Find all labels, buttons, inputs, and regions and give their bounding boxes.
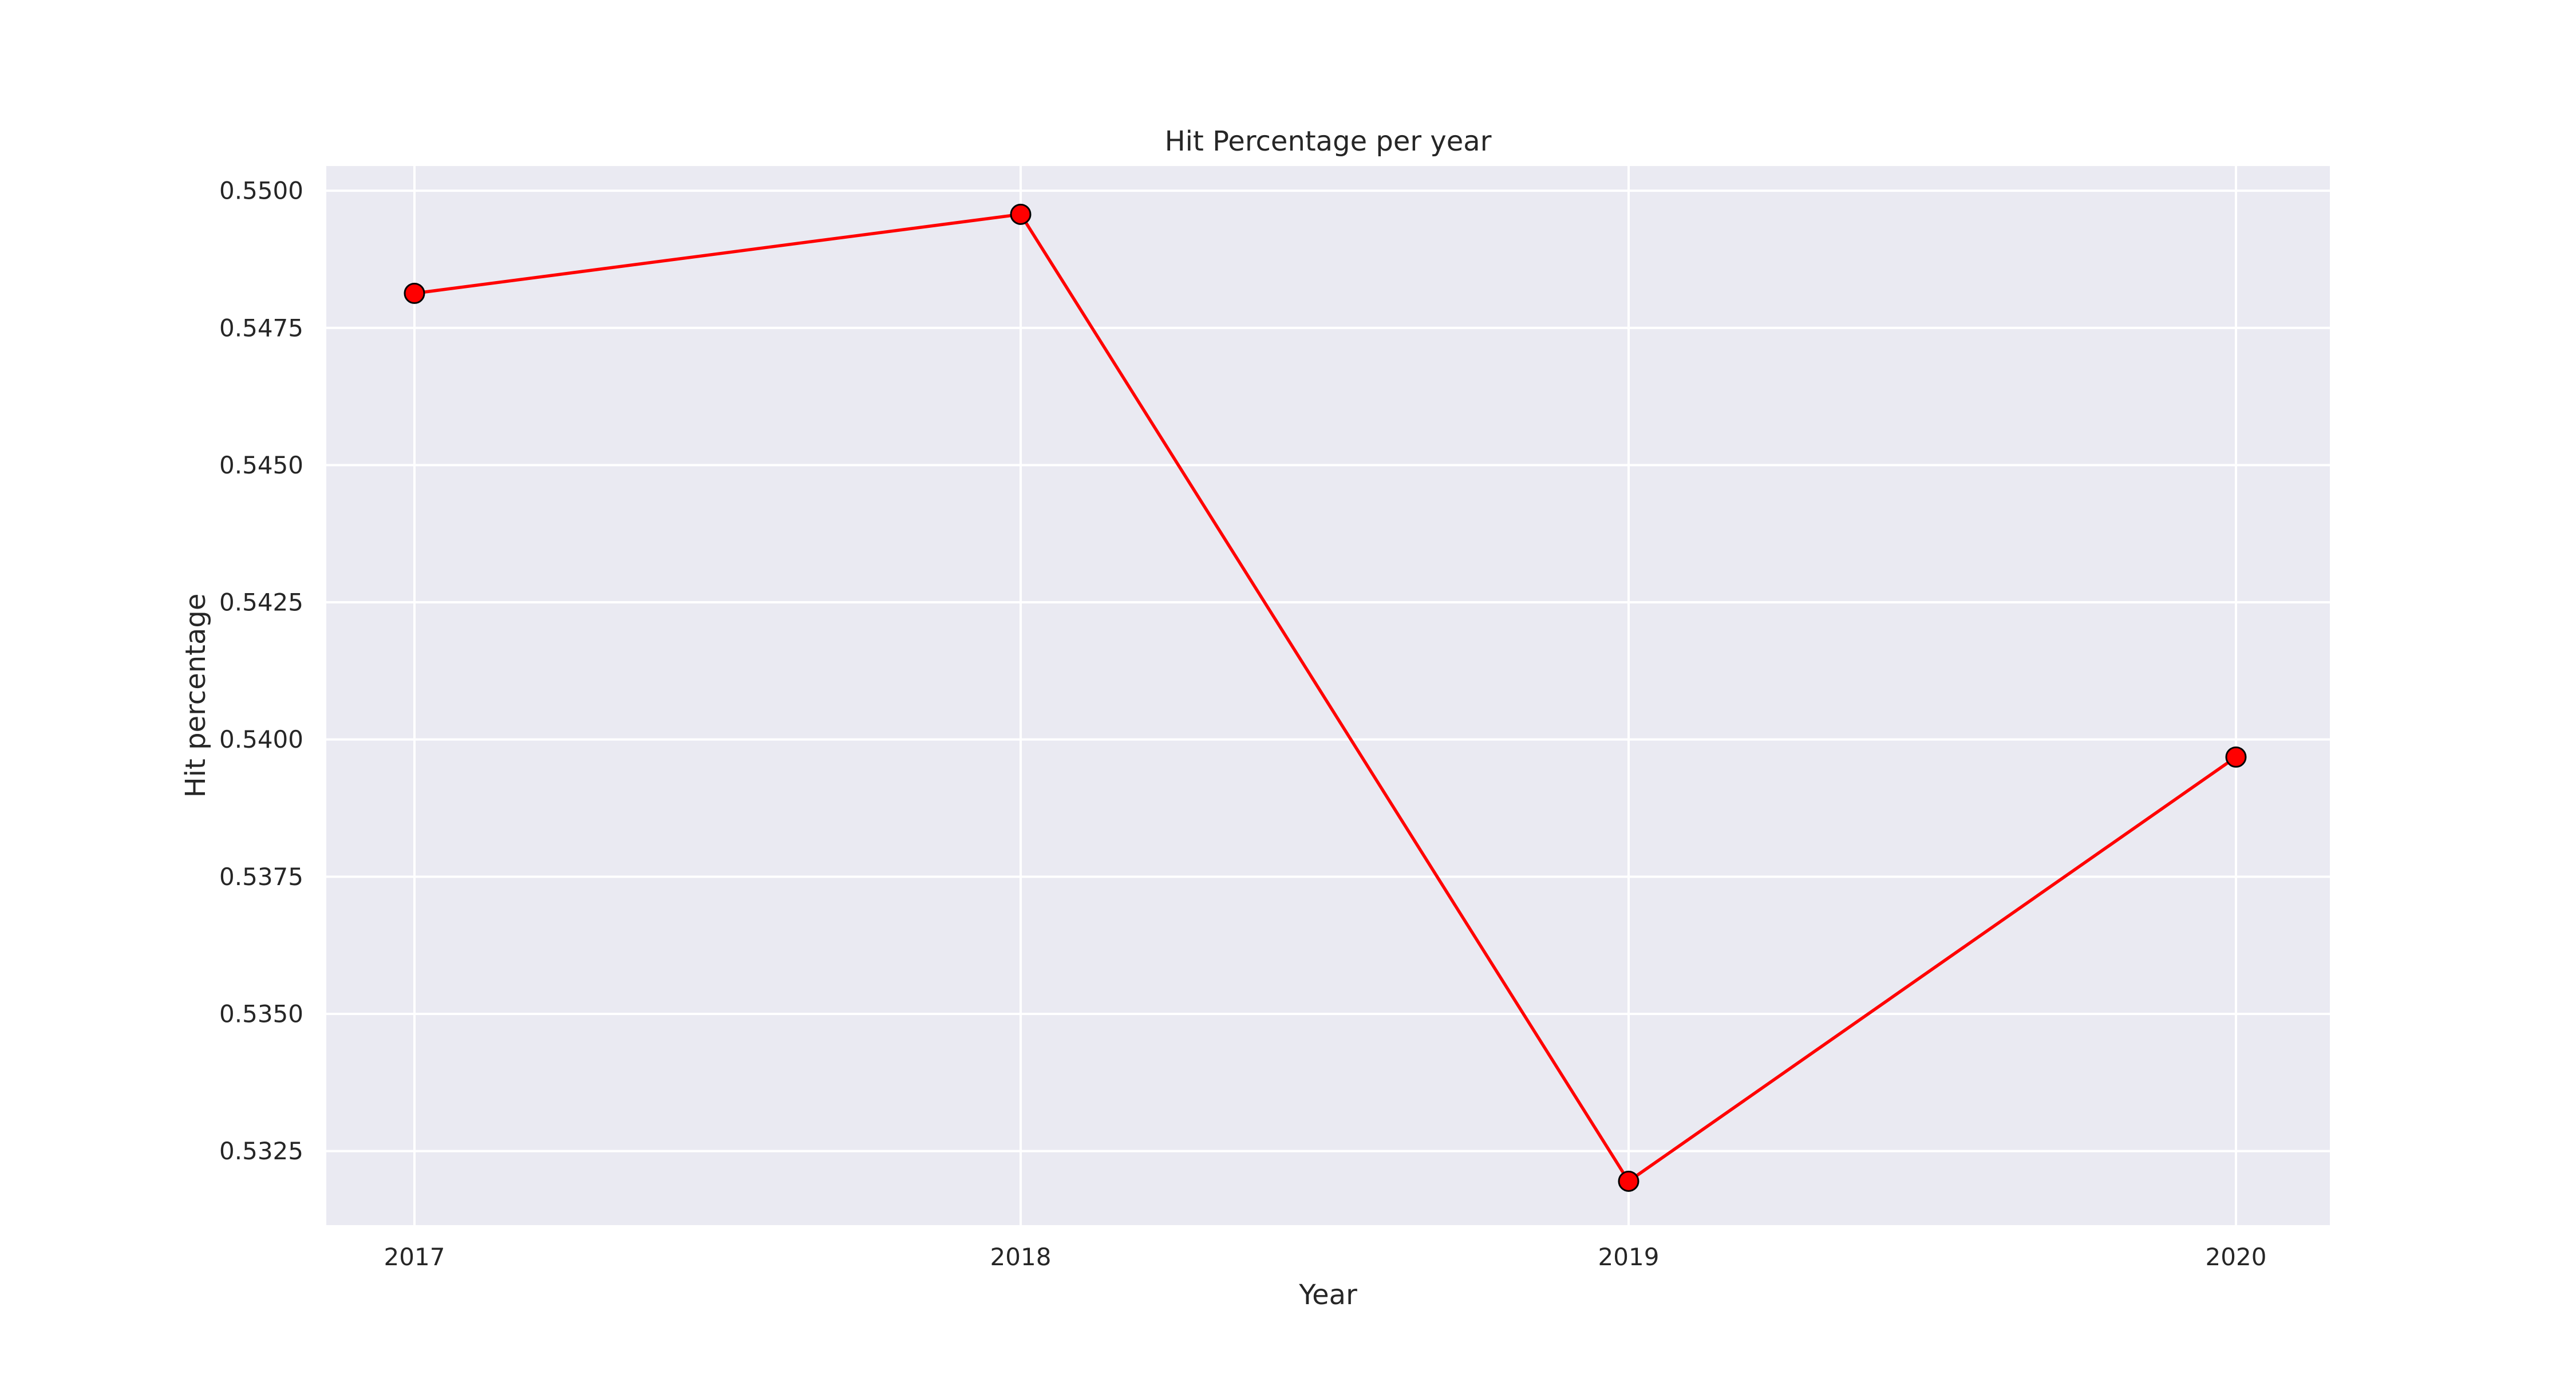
y-tick-label: 0.5325 <box>219 1137 303 1165</box>
y-tick-label: 0.5350 <box>219 1000 303 1028</box>
x-tick-label: 2018 <box>990 1243 1052 1271</box>
x-tick-label: 2017 <box>384 1243 445 1271</box>
y-tick-label: 0.5425 <box>219 589 303 617</box>
chart-title: Hit Percentage per year <box>1165 125 1492 157</box>
data-point <box>1618 1170 1639 1192</box>
y-tick-label: 0.5500 <box>219 177 303 205</box>
y-axis-title: Hit percentage <box>180 594 212 798</box>
x-axis-title: Year <box>1298 1279 1357 1311</box>
x-tick-labels: 2017 2018 2019 2020 <box>384 1243 2267 1271</box>
y-tick-label: 0.5375 <box>219 863 303 891</box>
y-tick-label: 0.5450 <box>219 451 303 479</box>
data-point <box>1010 203 1032 225</box>
series-line <box>414 212 2237 1183</box>
x-gridlines <box>413 166 2237 1225</box>
y-tick-labels: 0.5325 0.5350 0.5375 0.5400 0.5425 0.5450 0.54… <box>219 177 303 1165</box>
data-point <box>2225 746 2247 768</box>
plot-background <box>326 166 2330 1225</box>
y-gridlines <box>326 189 2330 1152</box>
data-point <box>404 282 425 304</box>
series-layer <box>404 203 2247 1192</box>
x-tick-label: 2019 <box>1598 1243 1660 1271</box>
x-tick-label: 2020 <box>2206 1243 2267 1271</box>
y-tick-label: 0.5475 <box>219 314 303 342</box>
y-tick-label: 0.5400 <box>219 725 303 753</box>
